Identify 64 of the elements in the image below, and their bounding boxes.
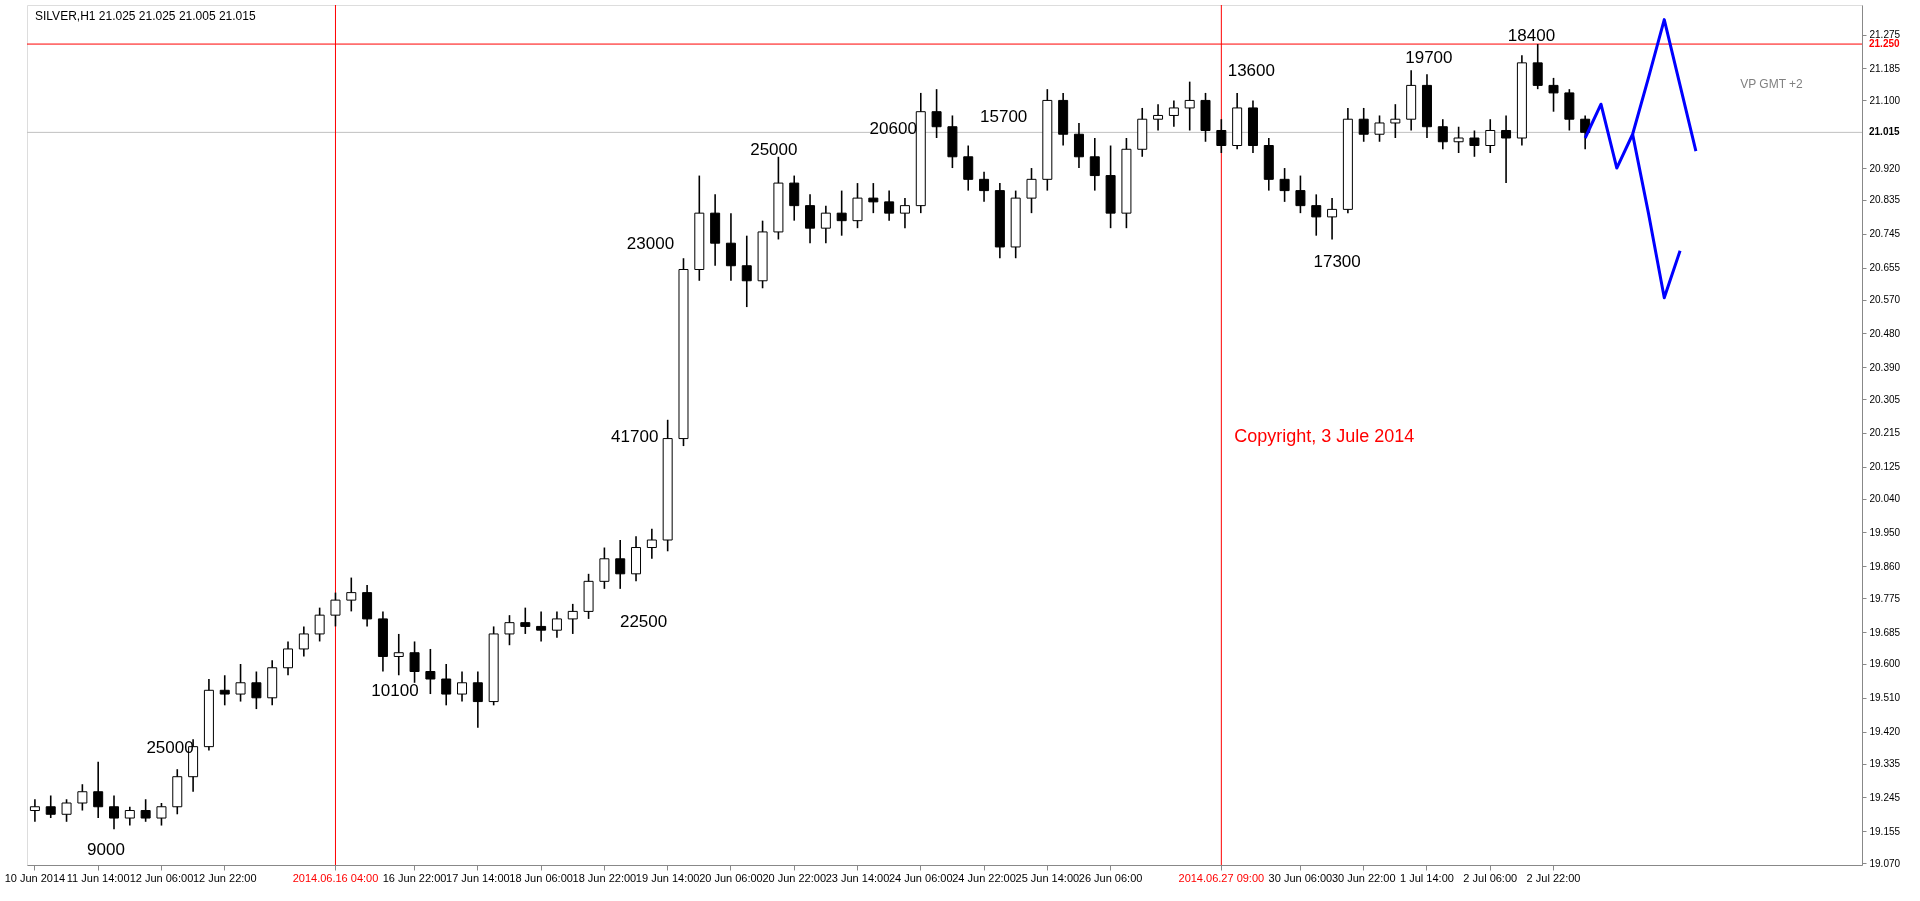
x-tick-label: 24 Jun 22:00 xyxy=(952,871,1016,884)
x-tick-label: 1 Jul 14:00 xyxy=(1400,871,1454,884)
ref-line-label: 21.015 xyxy=(1869,126,1901,138)
y-tick-label: 19.775 xyxy=(1869,592,1901,604)
x-tick-label: 2 Jul 22:00 xyxy=(1526,871,1581,884)
ref-line-label: 21.250 xyxy=(1869,38,1901,50)
x-tick-label: 19 Jun 14:00 xyxy=(635,871,700,884)
x-tick-label: 17 Jun 14:00 xyxy=(446,871,510,884)
annotation: 18400 xyxy=(1507,25,1556,45)
x-tick-label: 12 Jun 06:00 xyxy=(129,871,194,884)
x-tick-label: 16 Jun 22:00 xyxy=(382,871,447,884)
y-tick-label: 19.685 xyxy=(1869,626,1901,638)
y-tick-label: 20.835 xyxy=(1869,194,1901,206)
y-tick-label: 19.155 xyxy=(1869,825,1901,837)
x-tick-label: 23 Jun 14:00 xyxy=(825,871,890,884)
x-tick-label: 20 Jun 22:00 xyxy=(762,871,827,884)
y-tick-label: 20.125 xyxy=(1869,461,1901,473)
y-tick-label: 20.920 xyxy=(1869,162,1901,174)
x-tick-label: 24 Jun 06:00 xyxy=(888,871,953,884)
y-tick-label: 20.215 xyxy=(1869,427,1901,439)
x-tick-label: 25 Jun 14:00 xyxy=(1015,871,1080,884)
y-tick-label: 21.185 xyxy=(1869,62,1901,74)
x-tick-label: 30 Jun 06:00 xyxy=(1268,871,1333,884)
y-tick-label: 20.305 xyxy=(1869,393,1901,405)
x-tick-label: 20 Jun 06:00 xyxy=(699,871,763,884)
y-tick-label: 19.510 xyxy=(1869,692,1901,704)
x-tick-label: 18 Jun 06:00 xyxy=(509,871,573,884)
y-tick-label: 21.100 xyxy=(1869,94,1901,106)
y-tick-label: 21.275 xyxy=(1869,29,1901,41)
y-tick-label: 19.950 xyxy=(1869,527,1901,538)
annotation: 23000 xyxy=(626,233,675,253)
y-tick-label: 19.070 xyxy=(1869,857,1901,869)
annotation: 25000 xyxy=(750,139,798,159)
y-tick-label: 20.480 xyxy=(1869,327,1901,339)
x-tick-label: 2014.06.27 09:00 xyxy=(1178,871,1265,884)
annotation: VP GMT +2 xyxy=(1740,77,1804,92)
x-tick-label: 12 Jun 22:00 xyxy=(192,871,257,884)
y-tick-label: 19.600 xyxy=(1869,658,1901,670)
x-tick-label: 2014.06.16 04:00 xyxy=(292,871,379,884)
annotation: 41700 xyxy=(611,426,659,446)
annotation: 19700 xyxy=(1405,48,1453,68)
y-tick-label: 20.040 xyxy=(1869,493,1901,505)
y-tick-label: 19.860 xyxy=(1869,560,1901,572)
y-tick-label: 20.745 xyxy=(1869,228,1901,240)
annotation: 15700 xyxy=(980,107,1028,127)
annotation: 9000 xyxy=(87,839,125,859)
annotation: 10100 xyxy=(371,681,419,701)
annotation: 17300 xyxy=(1313,252,1361,272)
chart-title: SILVER,H1 21.025 21.025 21.005 21.015 xyxy=(35,9,256,23)
x-tick-label: 30 Jun 22:00 xyxy=(1331,871,1396,884)
y-tick-label: 20.655 xyxy=(1869,262,1901,274)
x-tick-label: 11 Jun 14:00 xyxy=(66,871,130,884)
y-tick-label: 20.390 xyxy=(1869,361,1901,373)
annotation: 13600 xyxy=(1227,60,1275,80)
x-tick-label: 26 Jun 06:00 xyxy=(1078,871,1143,884)
y-tick-label: 19.420 xyxy=(1869,726,1901,738)
y-tick-label: 20.570 xyxy=(1869,294,1901,306)
x-tick-label: 2 Jul 06:00 xyxy=(1463,871,1518,884)
y-tick-label: 19.335 xyxy=(1869,758,1901,770)
annotation: 22500 xyxy=(619,612,668,632)
x-tick-label: 18 Jun 22:00 xyxy=(572,871,637,884)
x-tick-label: 10 Jun 2014 xyxy=(4,871,66,884)
y-tick-label: 19.245 xyxy=(1869,791,1901,803)
annotation: Copyright, 3 Jule 2014 xyxy=(1234,425,1415,446)
